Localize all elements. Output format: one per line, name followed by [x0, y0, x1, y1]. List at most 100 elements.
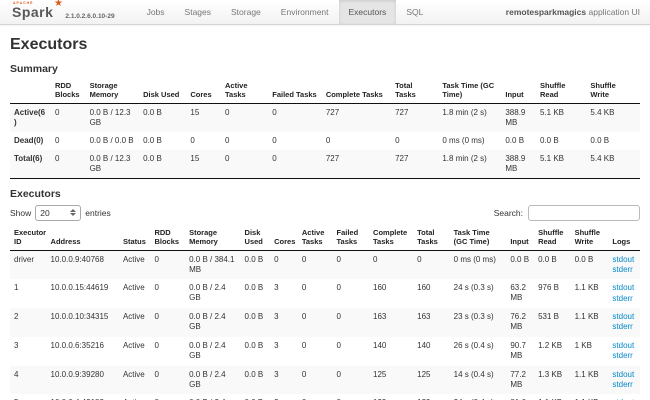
column-header[interactable]: Task Time (GC Time)	[449, 226, 507, 251]
stdout-link[interactable]: stdout	[612, 340, 635, 350]
table-cell: 0	[301, 283, 307, 293]
column-header[interactable]: Status	[118, 226, 151, 251]
column-header: Failed Tasks	[268, 80, 322, 104]
column-header[interactable]: RDD Blocks	[150, 226, 186, 251]
spark-logo[interactable]: APACHE Spark ★ 2.1.0.2.6.0.10-29	[0, 0, 123, 24]
search-label: Search:	[493, 207, 523, 218]
column-header[interactable]: Storage Memory	[185, 226, 241, 251]
table-cell: 0	[272, 135, 277, 145]
search-input[interactable]	[528, 204, 640, 221]
table-cell: 0	[154, 340, 159, 350]
column-header: Cores	[186, 80, 222, 104]
table-cell: 5.4 KB	[590, 107, 615, 117]
table-cell: 14 s (0.4 s)	[453, 369, 494, 379]
stdout-link[interactable]: stdout	[612, 283, 635, 293]
column-header[interactable]: Total Tasks	[413, 226, 450, 251]
table-cell: 0	[54, 153, 60, 163]
column-header[interactable]: Shuffle Read	[534, 226, 571, 251]
search-control: Search:	[493, 204, 640, 221]
stderr-link[interactable]: stderr	[612, 322, 633, 332]
table-cell: Active	[122, 369, 145, 379]
column-header[interactable]: Executor ID	[10, 226, 47, 251]
stderr-link[interactable]: stderr	[612, 380, 633, 390]
column-header[interactable]: Complete Tasks	[369, 226, 414, 251]
column-header: Total Tasks	[391, 80, 439, 104]
column-header[interactable]: Input	[506, 226, 535, 251]
table-cell: 90.7 MB	[510, 340, 526, 360]
table-cell: 1.3 KB	[538, 369, 563, 379]
tab-stages[interactable]: Stages	[184, 7, 212, 17]
table-cell: 1.8 min (2 s)	[442, 107, 487, 117]
stderr-link[interactable]: stderr	[612, 264, 633, 274]
table-cell: 0.0 B / 12.3 GB	[89, 153, 131, 173]
column-header	[10, 80, 51, 104]
table-cell: 0.0 B	[540, 135, 559, 145]
column-header[interactable]: Disk Used	[240, 226, 271, 251]
table-controls: Show 20 entries Search:	[10, 204, 640, 221]
application-ui-label: remotesparkmagics application UI	[506, 0, 650, 24]
table-cell: 0	[154, 312, 159, 322]
table-cell: 0	[417, 254, 422, 264]
table-cell: 3	[14, 340, 19, 350]
table-cell: 10.0.0.6:35216	[50, 340, 104, 350]
table-cell: 0	[225, 135, 230, 145]
select-arrows-icon	[70, 209, 77, 217]
stdout-link[interactable]: stdout	[612, 398, 636, 400]
table-cell: 5.4 KB	[590, 153, 615, 163]
stderr-link[interactable]: stderr	[612, 293, 633, 303]
column-header[interactable]: Active Tasks	[297, 226, 333, 251]
table-cell: 0.0 B	[244, 340, 264, 350]
table-cell: 0.0 B / 12.3 GB	[89, 107, 131, 127]
application-ui-suffix: application UI	[586, 7, 640, 17]
stdout-link[interactable]: stdout	[612, 312, 635, 322]
column-header[interactable]: Cores	[270, 226, 298, 251]
table-cell: 1 KB	[574, 340, 592, 350]
table-cell: 63.2 MB	[510, 283, 526, 303]
table-cell: 0.0 B / 384.1 MB	[189, 254, 235, 274]
stdout-link[interactable]: stdout	[612, 254, 635, 264]
column-header: RDD Blocks	[50, 80, 86, 104]
tab-sql[interactable]: SQL	[406, 7, 424, 17]
column-header: Input	[501, 80, 536, 104]
table-cell: 0.0 B	[510, 254, 530, 264]
table-cell: 0	[54, 135, 60, 145]
column-header[interactable]: Failed Tasks	[332, 226, 370, 251]
navbar-spacer	[433, 0, 505, 24]
tab-environment[interactable]: Environment	[280, 7, 329, 17]
column-header: Disk Used	[139, 80, 187, 104]
table-cell: driver	[14, 254, 35, 264]
row-label: Active(6)	[14, 107, 46, 127]
table-cell: 24 s (0.4 s)	[450, 394, 507, 400]
table-cell: 0.0 B	[590, 135, 610, 145]
table-row: Dead(0) 0 0.0 B / 0.0 B 0.0 B 0 0 0 0 0 0 ms (0 m…	[10, 132, 640, 150]
table-row: 4 10.0.0.9:39280 Active 0 0.0 B / 2.4 GB 0.0 …	[10, 365, 640, 395]
table-cell: 0.0 B / 2.4 GB	[185, 394, 240, 400]
row-label: Total(6)	[14, 153, 43, 163]
stdout-link[interactable]: stdout	[612, 369, 635, 379]
table-cell: 10.0.0.9:39280	[50, 369, 104, 379]
page-size-select[interactable]: 20	[35, 204, 82, 221]
table-cell: 0	[336, 283, 341, 293]
table-cell: 727	[395, 107, 409, 117]
stderr-link[interactable]: stderr	[612, 351, 633, 361]
column-header[interactable]: Shuffle Write	[570, 226, 609, 251]
table-cell: 3	[274, 283, 279, 293]
tab-executors[interactable]: Executors	[338, 0, 397, 24]
table-cell: 0	[301, 340, 307, 350]
column-header[interactable]: Logs	[608, 226, 640, 251]
table-cell: 139	[369, 394, 413, 400]
page-content: Executors Summary RDD Blocks Storage Memo…	[0, 36, 650, 400]
row-label: Dead(0)	[14, 135, 44, 145]
column-header[interactable]: Address	[46, 226, 119, 251]
table-cell: 0	[54, 107, 60, 117]
table-cell: 5	[10, 394, 47, 400]
table-cell: 0.0 B	[505, 135, 525, 145]
table-cell: 10.0.0.4:42183	[47, 394, 119, 400]
apache-label: APACHE	[13, 1, 34, 5]
table-cell: 0	[150, 394, 185, 400]
table-cell: 0	[154, 369, 159, 379]
tab-storage[interactable]: Storage	[231, 7, 261, 17]
tab-jobs[interactable]: Jobs	[146, 7, 165, 17]
column-header: Active Tasks	[221, 80, 269, 104]
